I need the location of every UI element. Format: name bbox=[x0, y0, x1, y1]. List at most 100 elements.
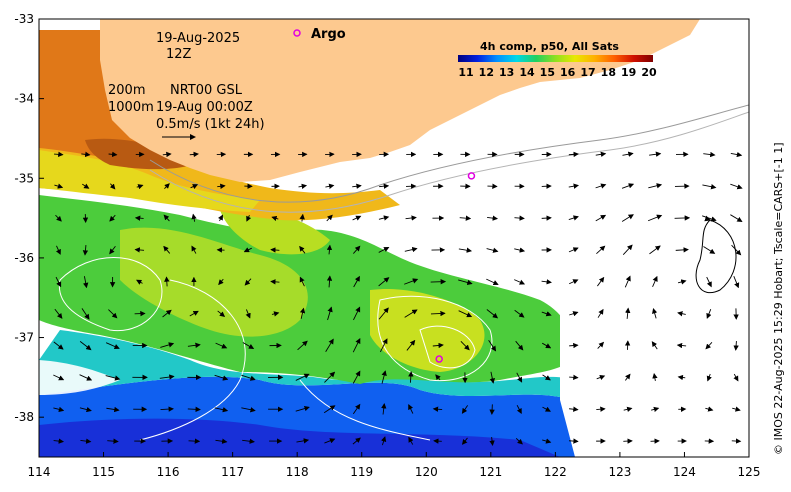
current-vector-arrow bbox=[243, 247, 252, 253]
current-vector-arrow bbox=[621, 214, 634, 222]
current-vector-arrow bbox=[159, 374, 175, 380]
current-vector-arrow bbox=[189, 151, 199, 158]
current-vector-arrow bbox=[163, 214, 170, 222]
current-vector-arrow bbox=[217, 183, 226, 190]
current-vector-arrow bbox=[516, 372, 523, 383]
time-label: 12Z bbox=[166, 47, 192, 62]
current-vector-arrow bbox=[541, 215, 552, 221]
current-vector-arrow bbox=[242, 438, 255, 444]
current-vector-arrow bbox=[109, 245, 116, 255]
x-tick-label: 123 bbox=[608, 465, 631, 479]
current-vector-arrow bbox=[54, 151, 64, 158]
current-vector-arrow bbox=[568, 247, 579, 253]
current-vector-arrow bbox=[458, 310, 473, 318]
current-vector-arrow bbox=[706, 276, 712, 288]
plot-frame bbox=[38, 18, 750, 458]
current-vector-arrow bbox=[108, 309, 118, 319]
current-vector-arrow bbox=[164, 183, 170, 190]
current-vector-arrow bbox=[489, 371, 495, 384]
current-vector-arrow bbox=[703, 151, 716, 158]
current-vector-arrow bbox=[54, 183, 64, 189]
current-vector-arrow bbox=[569, 374, 579, 381]
current-vector-arrow bbox=[353, 245, 361, 254]
current-vector-arrow bbox=[83, 276, 89, 289]
current-vector-arrow bbox=[515, 340, 524, 351]
current-vector-arrow bbox=[160, 406, 174, 412]
current-vector-arrow bbox=[270, 279, 280, 285]
current-vector-arrow bbox=[596, 374, 606, 381]
current-vector-arrow bbox=[296, 438, 310, 444]
current-vector-arrow bbox=[325, 183, 335, 189]
current-vector-arrow bbox=[568, 215, 579, 221]
current-vector-arrow bbox=[325, 338, 334, 352]
current-vector-arrow bbox=[378, 247, 390, 253]
current-vector-arrow bbox=[109, 214, 116, 222]
current-vector-arrow bbox=[732, 406, 741, 412]
current-vector-arrow bbox=[241, 374, 256, 381]
argo-floats bbox=[435, 172, 476, 363]
current-vector-arrow bbox=[245, 309, 251, 319]
current-vector-arrow bbox=[404, 246, 418, 253]
current-vector-arrow bbox=[109, 183, 116, 190]
current-vector-arrow bbox=[134, 215, 144, 221]
sst-field bbox=[39, 19, 749, 457]
current-vector-arrow bbox=[188, 438, 201, 444]
current-vector-arrow bbox=[162, 309, 172, 318]
velocity-scale-label: 0.5m/s (1kt 24h) bbox=[156, 117, 265, 132]
current-vector-arrow bbox=[215, 342, 228, 349]
current-vector-arrow bbox=[408, 436, 414, 445]
x-tick-label: 119 bbox=[350, 465, 373, 479]
current-vector-arrow bbox=[731, 244, 742, 256]
current-vector-arrow bbox=[624, 275, 631, 288]
current-vector-arrow bbox=[622, 244, 633, 256]
current-vector-arrow bbox=[244, 278, 252, 286]
current-vector-arrow bbox=[82, 183, 90, 189]
current-vector-arrow bbox=[352, 183, 362, 189]
y-axis: -33 -34 -35 -36 -37 -38 bbox=[14, 12, 44, 424]
current-vector-arrow bbox=[82, 245, 89, 256]
colorbar-tick-label: 16 bbox=[560, 66, 576, 79]
current-vector-arrow bbox=[108, 151, 118, 158]
colorbar bbox=[458, 55, 653, 62]
current-vector-arrow bbox=[706, 373, 712, 382]
colorbar-tick-label: 18 bbox=[601, 66, 616, 79]
current-vector-arrow bbox=[542, 406, 551, 412]
colorbar-title: 4h comp, p50, All Sats bbox=[480, 40, 619, 53]
current-vector-arrow bbox=[621, 183, 635, 189]
x-tick-label: 114 bbox=[28, 465, 51, 479]
current-vector-arrow bbox=[568, 279, 579, 285]
colorbar-tick-label: 11 bbox=[458, 66, 473, 79]
current-vector-arrow bbox=[514, 279, 526, 285]
current-vector-arrow bbox=[652, 372, 658, 381]
current-vector-arrow bbox=[406, 339, 416, 351]
current-vector-arrow bbox=[730, 183, 743, 190]
current-vector-arrow bbox=[569, 438, 579, 444]
current-vector-arrow bbox=[241, 407, 256, 413]
current-vector-arrow bbox=[569, 311, 579, 317]
current-vector-arrow bbox=[652, 275, 658, 288]
current-vector-arrow bbox=[295, 405, 310, 412]
current-vector-arrow bbox=[270, 247, 280, 253]
current-vector-arrow bbox=[730, 151, 743, 158]
current-vector-arrow bbox=[458, 279, 473, 286]
colorbar-tick-label: 15 bbox=[540, 66, 555, 79]
colorbar-tick-label: 13 bbox=[499, 66, 514, 79]
y-tick-label: -37 bbox=[14, 331, 34, 345]
current-vector-arrow bbox=[541, 279, 552, 285]
current-vector-arrow bbox=[189, 310, 199, 317]
x-tick-label: 121 bbox=[479, 465, 502, 479]
current-vector-arrow bbox=[542, 438, 552, 444]
current-vector-arrow bbox=[379, 338, 388, 353]
current-vector-arrow bbox=[187, 406, 201, 412]
current-vector-arrow bbox=[323, 405, 336, 414]
current-vector-arrow bbox=[134, 247, 145, 253]
current-vector-arrow bbox=[408, 404, 414, 414]
current-vector-arrow bbox=[597, 276, 605, 287]
current-vector-arrow bbox=[730, 214, 743, 222]
current-vector-arrow bbox=[651, 406, 660, 413]
current-vector-arrow bbox=[242, 342, 255, 350]
current-vector-arrow bbox=[625, 307, 631, 319]
source-time-label: 19-Aug 00:00Z bbox=[156, 100, 253, 115]
current-vector-arrow bbox=[514, 247, 526, 253]
current-vector-arrow bbox=[352, 403, 361, 415]
